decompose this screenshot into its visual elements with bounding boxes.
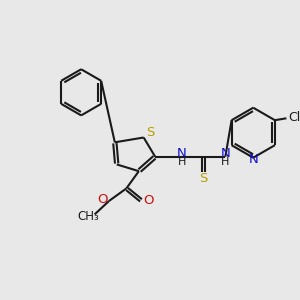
Text: O: O <box>143 194 154 207</box>
Text: N: N <box>220 147 230 160</box>
Text: S: S <box>199 172 207 185</box>
Text: CH₃: CH₃ <box>77 210 99 223</box>
Text: S: S <box>146 126 154 139</box>
Text: H: H <box>221 158 230 167</box>
Text: Cl: Cl <box>288 111 300 124</box>
Text: O: O <box>97 193 108 206</box>
Text: N: N <box>177 147 187 160</box>
Text: H: H <box>178 158 186 167</box>
Text: N: N <box>248 153 258 166</box>
